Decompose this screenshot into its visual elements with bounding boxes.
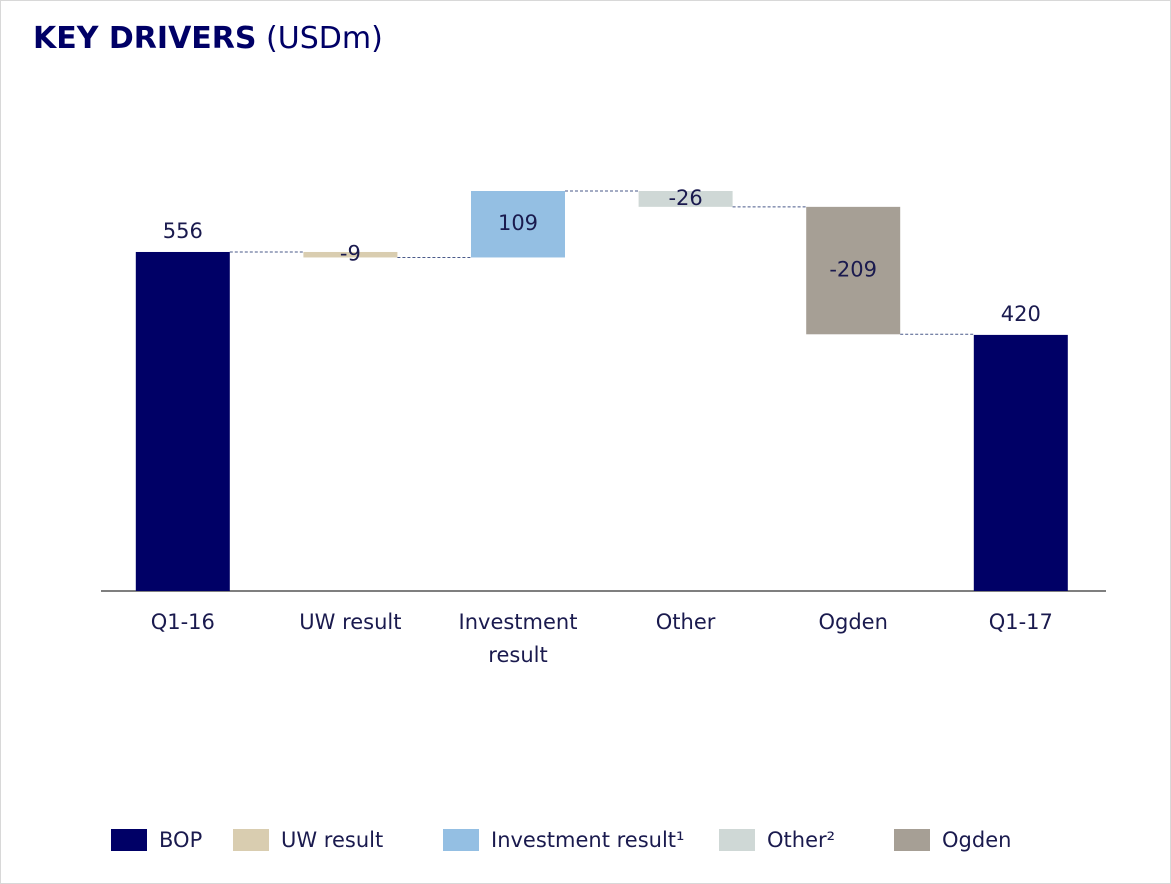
value-label: 556 (163, 219, 203, 243)
bar (806, 206, 901, 335)
title-unit: (USDm) (266, 21, 383, 56)
value-label: -26 (668, 186, 702, 210)
title-block: KEY DRIVERS (USDm) (33, 21, 383, 56)
legend-label: Ogden (942, 828, 1012, 852)
x-tick-label: Ogden (818, 610, 888, 634)
bar (471, 191, 565, 258)
legend-swatch (233, 829, 269, 851)
legend-swatch (111, 829, 147, 851)
legend-label: Other² (767, 828, 836, 852)
legend-swatch (894, 829, 930, 851)
bar (638, 191, 733, 207)
legend-swatch (443, 829, 479, 851)
x-tick-label: Q1-16 (150, 610, 215, 634)
value-label: 109 (498, 211, 538, 235)
legend-label: Investment result¹ (491, 828, 685, 852)
bar (303, 251, 398, 258)
value-label: -9 (340, 242, 361, 266)
value-label: 420 (1001, 302, 1041, 326)
x-tick-label: Other (655, 610, 716, 634)
chart-title: KEY DRIVERS (33, 21, 257, 56)
legend-label: UW result (281, 828, 384, 852)
x-tick-label: Investment result (458, 610, 578, 667)
legend-label: BOP (159, 828, 203, 852)
legend-swatch (719, 829, 755, 851)
bar (135, 251, 230, 591)
x-tick-label: Q1-17 (988, 610, 1053, 634)
value-label: -209 (829, 258, 877, 282)
bar (973, 334, 1068, 591)
x-tick-label: UW result (299, 610, 402, 634)
